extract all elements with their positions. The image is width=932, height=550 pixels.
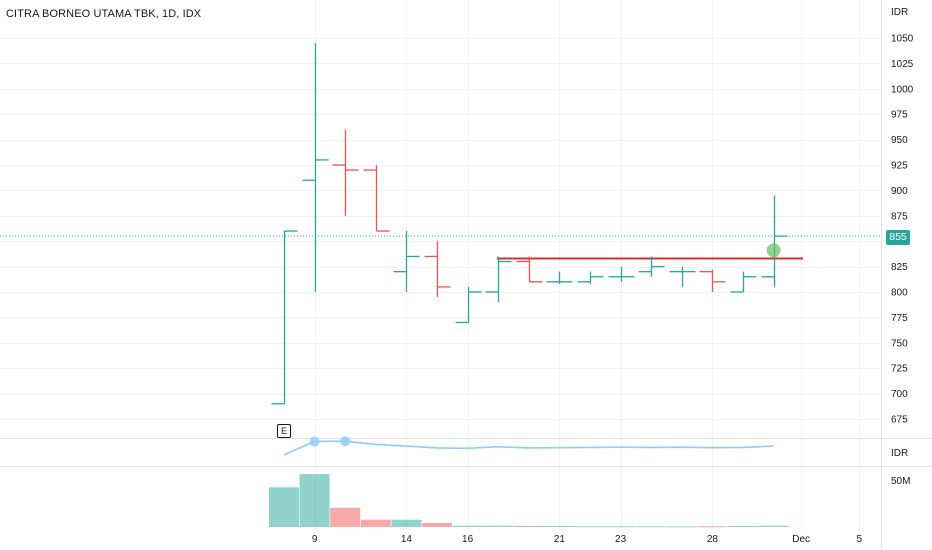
- price-tick-label: 950: [891, 135, 908, 146]
- price-axis-currency: IDR: [891, 7, 908, 18]
- ohlc-bars: [271, 43, 788, 405]
- price-tick-label: 900: [891, 186, 908, 197]
- ohlc-bar: [363, 165, 390, 232]
- price-tick-label: 675: [891, 415, 908, 426]
- volume-bar: [299, 474, 330, 527]
- indicator-marker: [309, 436, 320, 447]
- time-axis-labels: 9 14 16 21 23 28 Dec 5: [312, 534, 863, 545]
- ohlc-bar: [546, 271, 573, 284]
- price-tick-label: 700: [891, 389, 908, 400]
- volume-bar: [269, 487, 299, 527]
- ohlc-bar: [730, 271, 757, 293]
- volume-bar: [422, 523, 452, 527]
- volume-bar: [483, 525, 514, 527]
- volume-scale-label: 50M: [891, 476, 910, 487]
- ohlc-bar: [393, 231, 420, 292]
- ohlc-bar: [608, 266, 635, 282]
- ohlc-bar: [424, 241, 451, 298]
- price-tick-label: 825: [891, 262, 908, 273]
- ohlc-bar: [577, 271, 604, 284]
- time-tick-label: 21: [554, 534, 566, 545]
- time-tick-label: 23: [615, 534, 627, 545]
- indicator-pane: [283, 436, 774, 456]
- volume-bar: [636, 526, 667, 528]
- ohlc-bar: [699, 269, 726, 292]
- ohlc-bar: [761, 195, 788, 287]
- ohlc-bar: [485, 256, 512, 303]
- ohlc-bar: [638, 256, 665, 277]
- ohlc-bar: [455, 286, 482, 324]
- price-tick-label: 875: [891, 211, 908, 222]
- ohlc-bar: [332, 129, 359, 216]
- ohlc-bar: [516, 256, 543, 283]
- chart-title: CITRA BORNEO UTAMA TBK, 1D, IDX: [6, 8, 202, 20]
- time-tick-label: 5: [856, 534, 862, 545]
- price-tick-label: 725: [891, 364, 908, 375]
- volume-bar: [605, 526, 636, 528]
- time-tick-label: 28: [707, 534, 719, 545]
- price-tick-label: 1050: [891, 34, 914, 45]
- volume-bar: [697, 526, 728, 528]
- ohlc-bar: [669, 266, 696, 287]
- price-tick-label: 775: [891, 313, 908, 324]
- price-tick-label: 750: [891, 338, 908, 349]
- volume-bar: [666, 526, 697, 528]
- ohlc-bar: [302, 43, 329, 292]
- time-tick-label: 16: [462, 534, 474, 545]
- price-tick-label: 1000: [891, 84, 914, 95]
- price-tick-label: 800: [891, 288, 908, 299]
- signal-marker[interactable]: [766, 243, 781, 258]
- grid-lines: [0, 0, 881, 530]
- volume-bar: [452, 525, 483, 527]
- earnings-marker[interactable]: E: [277, 424, 291, 438]
- indicator-line: [283, 440, 774, 456]
- indicator-axis-currency: IDR: [891, 448, 908, 459]
- volume-bars: [269, 474, 789, 528]
- volume-bar: [728, 526, 758, 528]
- volume-bar: [513, 526, 544, 528]
- time-tick-label: 14: [401, 534, 413, 545]
- time-tick-label: Dec: [792, 534, 810, 545]
- volume-bar: [330, 507, 361, 527]
- price-tick-label: 925: [891, 161, 908, 172]
- last-price-badge: 855: [886, 230, 910, 245]
- price-tick-label: 1025: [891, 59, 914, 70]
- volume-bar: [391, 519, 422, 527]
- volume-bar: [360, 519, 391, 527]
- price-tick-label: 975: [891, 110, 908, 121]
- indicator-marker: [340, 436, 351, 447]
- volume-bar: [575, 526, 605, 528]
- ohlc-bar: [271, 230, 298, 405]
- time-tick-label: 9: [312, 534, 318, 545]
- volume-bar: [758, 525, 789, 527]
- volume-bar: [544, 526, 575, 528]
